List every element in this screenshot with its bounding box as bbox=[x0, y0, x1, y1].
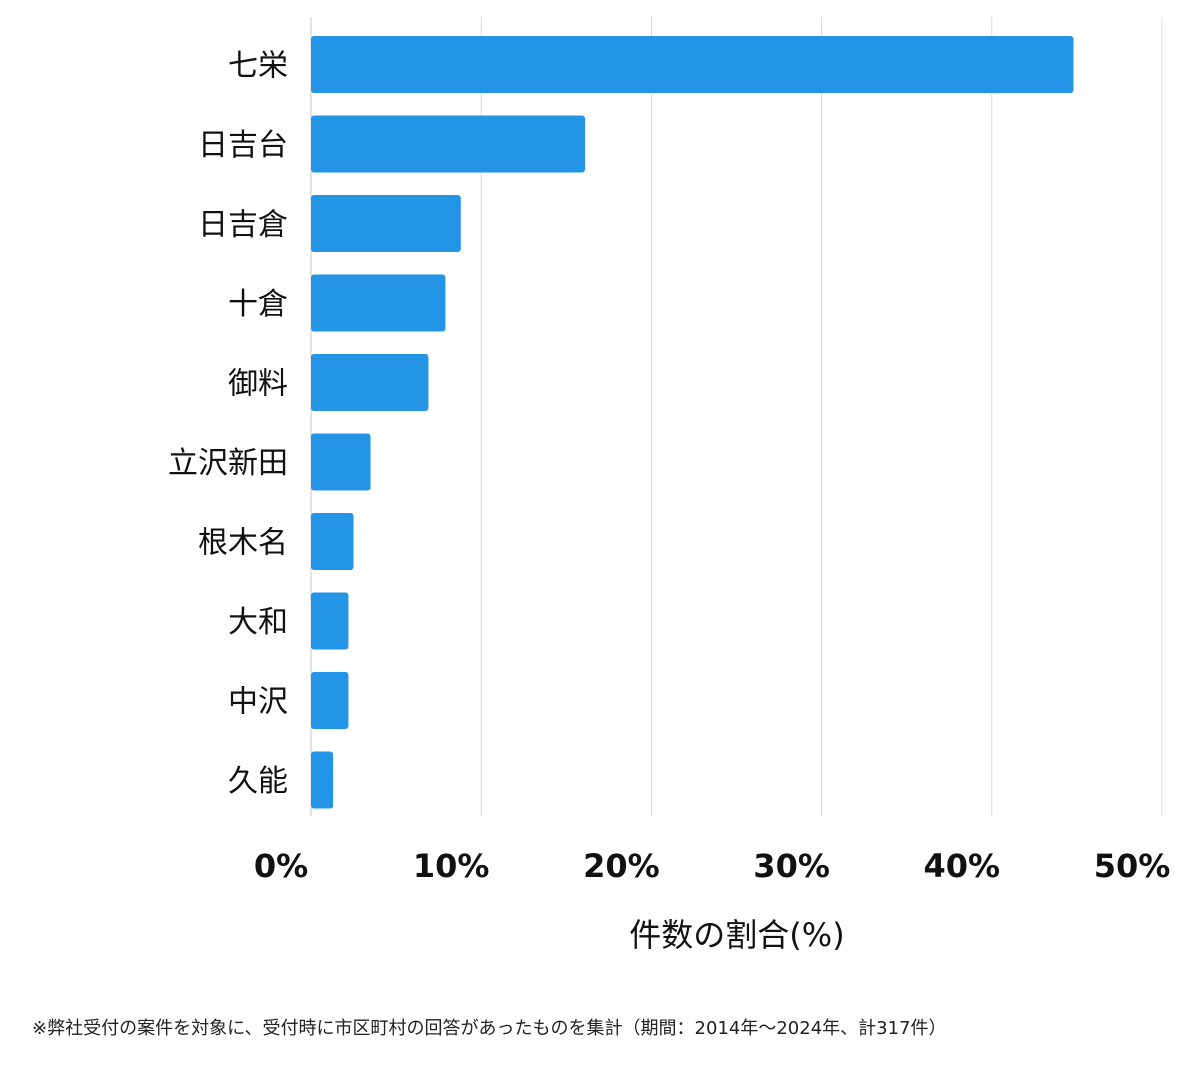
bar bbox=[311, 354, 429, 411]
x-tick-label: 30% bbox=[753, 847, 830, 885]
bar bbox=[311, 751, 334, 809]
category-label: 立沢新田 bbox=[168, 446, 288, 481]
bar bbox=[311, 195, 461, 252]
bar bbox=[311, 433, 371, 491]
footnote: ※弊社受付の案件を対象に、受付時に市区町村の回答があったものを集計（期間：201… bbox=[32, 1018, 947, 1039]
category-label: 七栄 bbox=[228, 49, 288, 84]
bar bbox=[311, 115, 586, 173]
category-label: 中沢 bbox=[228, 685, 288, 720]
category-label: 日吉台 bbox=[198, 128, 288, 163]
x-tick-label: 40% bbox=[924, 847, 1001, 885]
bar bbox=[311, 36, 1074, 93]
x-tick-label: 0% bbox=[254, 847, 308, 885]
x-tick-label: 20% bbox=[583, 847, 660, 885]
x-axis-title: 件数の割合(%) bbox=[629, 916, 844, 954]
x-tick-label: 10% bbox=[413, 847, 490, 885]
category-label: 日吉倉 bbox=[198, 208, 288, 243]
category-label: 大和 bbox=[228, 605, 288, 640]
bars bbox=[311, 36, 1074, 809]
x-tick-labels: 0% 10% 20% 30% 40% 50% bbox=[254, 847, 1170, 885]
bar bbox=[311, 274, 446, 332]
x-tick-label: 50% bbox=[1094, 847, 1171, 885]
category-label: 十倉 bbox=[228, 287, 288, 322]
bar bbox=[311, 672, 349, 729]
category-label: 根木名 bbox=[198, 526, 288, 561]
bar bbox=[311, 592, 349, 650]
category-label: 久能 bbox=[228, 764, 288, 799]
bar bbox=[311, 513, 354, 570]
category-label: 御料 bbox=[228, 367, 288, 402]
